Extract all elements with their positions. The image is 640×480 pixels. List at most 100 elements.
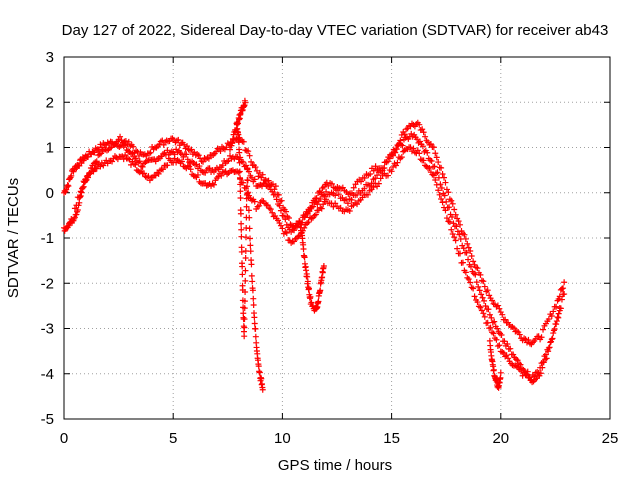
data-point [229, 135, 236, 142]
data-point [303, 267, 310, 274]
data-point [513, 328, 520, 335]
data-point [256, 369, 263, 376]
data-point [554, 314, 561, 321]
data-point [433, 181, 440, 188]
axis-ticks: 0 5 10 15 20 25 -5 -4 -3 -2 -1 0 1 2 3 [41, 49, 619, 447]
data-point [452, 211, 459, 218]
y-tick-label: -1 [41, 230, 54, 247]
data-point [236, 149, 243, 156]
data-point [184, 143, 191, 150]
data-point [475, 303, 482, 310]
data-point [398, 154, 405, 161]
data-point [556, 293, 563, 300]
data-point [317, 287, 324, 294]
data-point [397, 137, 404, 144]
data-point [383, 159, 390, 166]
x-tick-label: 10 [274, 430, 291, 447]
data-point [496, 305, 503, 312]
data-point [443, 198, 450, 205]
data-point [388, 150, 395, 157]
data-point [239, 271, 246, 278]
data-point [335, 191, 342, 198]
y-tick-label: 3 [46, 49, 54, 66]
data-point [421, 148, 428, 155]
data-point [320, 262, 327, 269]
data-point [308, 299, 315, 306]
y-tick-label: 2 [46, 94, 54, 111]
data-point [375, 180, 382, 187]
data-point [556, 307, 563, 314]
data-point [419, 126, 426, 133]
data-point [558, 296, 565, 303]
data-point [141, 170, 148, 177]
data-point [403, 126, 410, 133]
data-point [283, 208, 290, 215]
data-point [242, 99, 249, 106]
data-point [245, 194, 252, 201]
data-point [65, 182, 72, 189]
data-point [68, 172, 75, 179]
data-point [435, 174, 442, 181]
series-spike-8-9h [244, 165, 266, 393]
data-point [317, 195, 324, 202]
data-point [256, 202, 263, 209]
data-point [223, 144, 230, 151]
series-spike-8h [233, 120, 251, 340]
y-tick-label: 0 [46, 185, 54, 202]
data-point [246, 152, 253, 159]
data-point [524, 368, 531, 375]
data-point [435, 187, 442, 194]
data-point [436, 191, 443, 198]
data-point [553, 318, 560, 325]
data-point [79, 185, 86, 192]
data-point [449, 213, 456, 220]
data-point [417, 156, 424, 163]
data-point [313, 195, 320, 202]
data-point [468, 284, 475, 291]
data-point [237, 210, 244, 217]
data-point [545, 316, 552, 323]
data-point [538, 334, 545, 341]
data-point [76, 194, 83, 201]
data-point [218, 172, 225, 179]
data-point [420, 129, 427, 136]
data-point [291, 224, 298, 231]
data-point [251, 320, 258, 327]
data-point [241, 305, 248, 312]
data-point [480, 310, 487, 317]
data-point [73, 202, 80, 209]
series-track-b [61, 144, 568, 383]
data-point [442, 179, 449, 186]
data-point [443, 186, 450, 193]
data-point [354, 191, 361, 198]
data-point [438, 185, 445, 192]
data-point [453, 223, 460, 230]
data-point [229, 140, 236, 147]
data-point [319, 274, 326, 281]
data-point [414, 147, 421, 154]
data-point [272, 183, 279, 190]
data-point [252, 325, 259, 332]
data-point [285, 215, 292, 222]
data-point [153, 144, 160, 151]
data-point [510, 325, 517, 332]
data-point [364, 191, 371, 198]
data-point [276, 202, 283, 209]
data-point [407, 144, 414, 151]
data-point [476, 287, 483, 294]
data-point [452, 237, 459, 244]
data-point [109, 158, 116, 165]
data-point [259, 386, 266, 393]
data-point [525, 336, 532, 343]
data-point [457, 236, 464, 243]
data-point [455, 218, 462, 225]
data-point [483, 288, 490, 295]
data-point [236, 159, 243, 166]
y-tick-label: -4 [41, 366, 54, 383]
data-point [247, 248, 254, 255]
data-point [86, 169, 93, 176]
data-point [494, 302, 501, 309]
data-point [271, 186, 278, 193]
data-point [337, 204, 344, 211]
data-point [399, 142, 406, 149]
